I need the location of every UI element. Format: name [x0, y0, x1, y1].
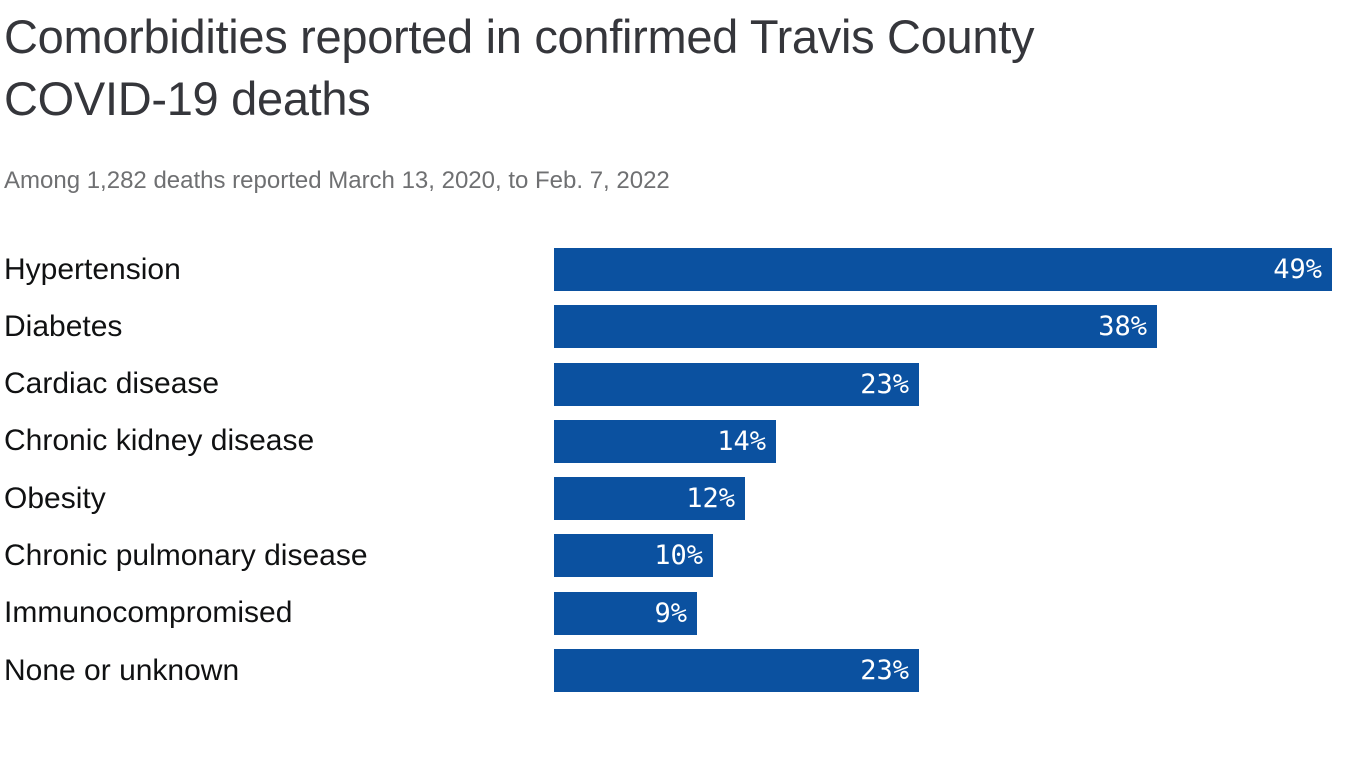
chart-row: Obesity 12%	[4, 477, 1366, 521]
bar-track: 49%	[554, 248, 1366, 291]
bar-value-label: 38%	[1098, 311, 1147, 343]
category-label: Cardiac disease	[4, 367, 220, 401]
category-label: None or unknown	[4, 653, 240, 687]
bar: 14%	[554, 419, 776, 463]
chart-row: Chronic pulmonary disease 10%	[4, 534, 1366, 578]
bar-value-label: 49%	[1273, 254, 1322, 285]
chart-title-line-2: COVID-19 deaths	[4, 72, 371, 125]
bar-track: 38%	[554, 305, 1366, 349]
category-label: Obesity	[4, 481, 106, 515]
bar-value-label: 23%	[860, 655, 909, 687]
chart-row: None or unknown 23%	[4, 649, 1366, 693]
chart-subtitle: Among 1,282 deaths reported March 13, 20…	[4, 167, 670, 194]
bar-value-label: 9%	[654, 597, 687, 629]
bar: 38%	[554, 305, 1157, 349]
category-label: Immunocompromised	[4, 596, 293, 630]
bar-track: 14%	[554, 419, 1366, 463]
bar: 49%	[554, 248, 1332, 291]
bar-track: 12%	[554, 477, 1366, 521]
bar-track: 10%	[554, 534, 1366, 578]
bar: 12%	[554, 477, 745, 521]
chart-title: Comorbidities reported in confirmed Trav…	[4, 6, 1366, 130]
chart-row: Chronic kidney disease 14%	[4, 419, 1366, 463]
chart-row: Cardiac disease 23%	[4, 362, 1366, 406]
bar-value-label: 12%	[686, 483, 735, 515]
bar: 9%	[554, 591, 697, 635]
chart-row: Immunocompromised 9%	[4, 591, 1366, 635]
chart-row: Hypertension 49%	[4, 248, 1366, 291]
bar-track: 23%	[554, 649, 1366, 693]
bar: 23%	[554, 649, 919, 693]
category-label: Chronic kidney disease	[4, 424, 315, 458]
bar-value-label: 10%	[654, 540, 703, 572]
category-label: Diabetes	[4, 309, 123, 343]
bar-value-label: 23%	[860, 368, 909, 400]
bar: 10%	[554, 534, 713, 578]
category-label: Hypertension	[4, 252, 181, 286]
chart-title-line-1: Comorbidities reported in confirmed Trav…	[4, 10, 1035, 63]
bar-track: 23%	[554, 362, 1366, 406]
chart-row: Diabetes 38%	[4, 305, 1366, 349]
bar-track: 9%	[554, 591, 1366, 635]
bar: 23%	[554, 362, 919, 406]
bar-chart: Hypertension 49% Diabetes 38% Cardiac di…	[4, 248, 1366, 693]
category-label: Chronic pulmonary disease	[4, 538, 368, 572]
bar-value-label: 14%	[717, 425, 766, 457]
